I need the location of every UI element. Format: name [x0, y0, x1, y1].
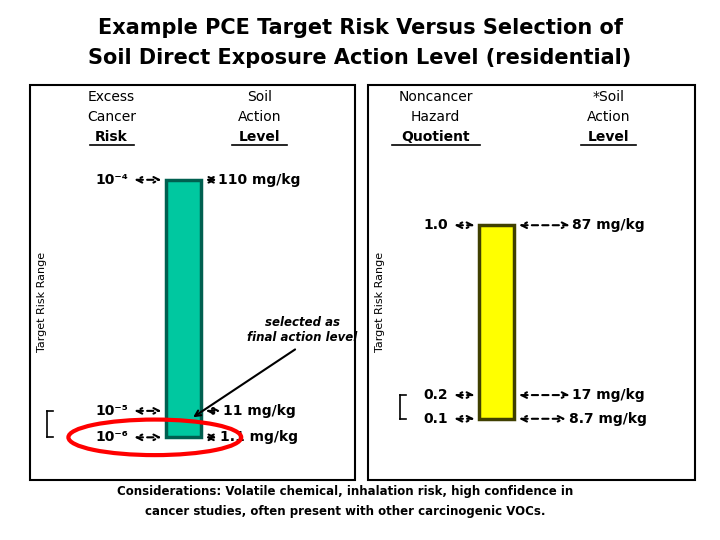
- Text: 10⁻⁴: 10⁻⁴: [95, 173, 128, 187]
- Text: Cancer: Cancer: [87, 110, 136, 124]
- Text: Target Risk Range: Target Risk Range: [375, 252, 385, 352]
- Text: 8.7 mg/kg: 8.7 mg/kg: [570, 412, 647, 426]
- Text: Soil Direct Exposure Action Level (residential): Soil Direct Exposure Action Level (resid…: [89, 48, 631, 68]
- Text: Example PCE Target Risk Versus Selection of: Example PCE Target Risk Versus Selection…: [97, 18, 623, 38]
- Text: selected as
final action level: selected as final action level: [247, 316, 358, 344]
- Text: Action: Action: [587, 110, 630, 124]
- Text: 110 mg/kg: 110 mg/kg: [218, 173, 300, 187]
- Text: 0.2: 0.2: [423, 388, 448, 402]
- Text: 0.1: 0.1: [423, 412, 448, 426]
- Text: Quotient: Quotient: [401, 130, 470, 144]
- Text: Hazard: Hazard: [411, 110, 460, 124]
- Text: Considerations: Volatile chemical, inhalation risk, high confidence in: Considerations: Volatile chemical, inhal…: [117, 485, 573, 498]
- Text: Soil: Soil: [247, 90, 271, 104]
- Text: Level: Level: [588, 130, 629, 144]
- Bar: [480, 225, 514, 419]
- Bar: [30, 85, 355, 480]
- Text: 10⁻⁵: 10⁻⁵: [95, 404, 128, 418]
- Text: 1.1 mg/kg: 1.1 mg/kg: [220, 430, 298, 444]
- Bar: [166, 180, 201, 437]
- Text: cancer studies, often present with other carcinogenic VOCs.: cancer studies, often present with other…: [145, 505, 545, 518]
- Text: Noncancer: Noncancer: [398, 90, 473, 104]
- Text: 87 mg/kg: 87 mg/kg: [572, 218, 644, 232]
- Text: Level: Level: [238, 130, 280, 144]
- Text: Target Risk Range: Target Risk Range: [37, 252, 47, 352]
- Text: Excess: Excess: [88, 90, 135, 104]
- Text: 1.0: 1.0: [423, 218, 448, 232]
- Text: *Soil: *Soil: [593, 90, 624, 104]
- Text: Risk: Risk: [95, 130, 128, 144]
- Text: 11 mg/kg: 11 mg/kg: [222, 404, 296, 418]
- Text: Action: Action: [238, 110, 281, 124]
- Bar: [368, 85, 695, 480]
- Text: 10⁻⁶: 10⁻⁶: [95, 430, 128, 444]
- Text: 17 mg/kg: 17 mg/kg: [572, 388, 644, 402]
